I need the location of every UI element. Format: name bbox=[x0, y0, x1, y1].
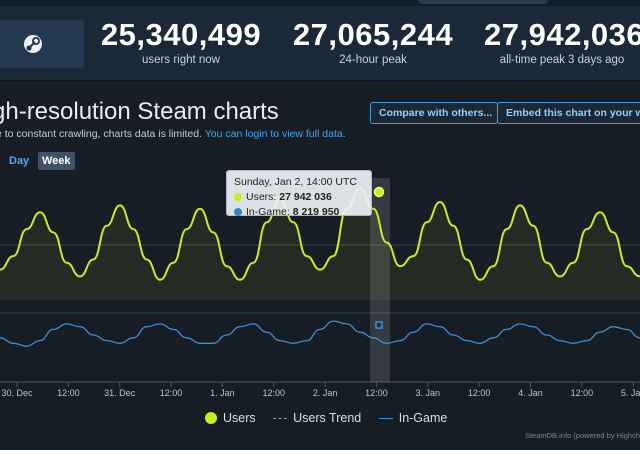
x-tick-label: 12:00 bbox=[365, 388, 388, 398]
x-tick-label: 3. Jan bbox=[416, 388, 441, 398]
chart-legend: Users Users Trend In-Game bbox=[205, 410, 461, 425]
stat-current-users: 25,340,499 users right now bbox=[98, 17, 264, 67]
compare-button[interactable]: Compare with others... bbox=[370, 102, 498, 124]
users-dot-icon bbox=[234, 193, 242, 201]
users-hover-marker bbox=[373, 186, 385, 198]
x-tick-label: 31. Dec bbox=[104, 388, 136, 398]
peak-24h-value: 27,065,244 bbox=[292, 17, 454, 52]
x-tick-label: 12:00 bbox=[160, 388, 183, 398]
x-tick-label: 12:00 bbox=[57, 388, 80, 398]
stat-all-time-peak: 27,942,036 all-time peak 3 days ago bbox=[484, 17, 640, 67]
tooltip-date: Sunday, Jan 2, 14:00 UTC bbox=[234, 176, 357, 188]
all-time-peak-label: all-time peak 3 days ago bbox=[499, 54, 625, 66]
ingame-legend-icon bbox=[378, 417, 393, 419]
hover-highlight-band bbox=[370, 178, 390, 382]
range-week-button[interactable]: Week bbox=[38, 152, 75, 170]
x-tick-label: 30. Dec bbox=[1, 388, 33, 398]
chart-grid bbox=[0, 244, 640, 383]
x-tick-label: 2. Jan bbox=[313, 388, 338, 398]
ingame-hover-marker bbox=[375, 321, 383, 329]
legend-users-label: Users bbox=[223, 410, 256, 425]
users-legend-icon bbox=[205, 411, 217, 424]
trend-legend-icon bbox=[273, 417, 288, 419]
tooltip-ingame-row: In-Game: 8 219 950 bbox=[234, 205, 364, 220]
x-axis: 30. Dec 12:00 31. Dec 12:00 1. Jan 12:00 2. Ja… bbox=[1, 382, 640, 398]
stat-24h-peak: 27,065,244 24-hour peak bbox=[290, 17, 456, 67]
chart-credit[interactable]: SteamDB.info (powered by Highch bbox=[524, 431, 640, 440]
embed-chart-button[interactable]: Embed this chart on your we bbox=[497, 102, 640, 124]
current-users-label: users right now bbox=[142, 54, 220, 66]
x-tick-label: 12:00 bbox=[262, 388, 285, 398]
range-day-button[interactable]: Day bbox=[9, 155, 30, 167]
x-tick-label: 5. Jan bbox=[621, 388, 640, 398]
x-tick-label: 4. Jan bbox=[518, 388, 543, 398]
steam-logo-icon bbox=[24, 35, 42, 53]
steam-logo[interactable] bbox=[0, 20, 84, 68]
stats-header: 25,340,499 users right now 27,065,244 24… bbox=[0, 0, 640, 81]
legend-ingame[interactable]: In-Game bbox=[378, 410, 448, 425]
legend-trend-label: Users Trend bbox=[293, 410, 362, 425]
ingame-dot-icon bbox=[234, 208, 242, 216]
ingame-line bbox=[0, 320, 640, 347]
legend-users[interactable]: Users bbox=[205, 411, 256, 425]
legend-users-trend[interactable]: Users Trend bbox=[273, 411, 361, 425]
legend-ingame-label: In-Game bbox=[398, 410, 448, 425]
tooltip-users-row: Users: 27 942 036 bbox=[234, 190, 364, 205]
all-time-peak-value: 27,942,036 bbox=[484, 17, 640, 52]
login-link[interactable]: You can login to view full data. bbox=[204, 128, 346, 140]
page-title: gh-resolution Steam charts bbox=[0, 98, 279, 125]
tooltip-ingame-label: In-Game: bbox=[246, 206, 290, 218]
tooltip-users-label: Users: bbox=[246, 191, 277, 203]
tooltip-ingame-value: 8 219 950 bbox=[292, 206, 340, 218]
crawl-notice: e to constant crawling, charts data is l… bbox=[0, 128, 346, 140]
users-line bbox=[0, 187, 640, 281]
tooltip-users-value: 27 942 036 bbox=[279, 191, 332, 203]
nav-pill[interactable] bbox=[418, 0, 548, 4]
peak-24h-label: 24-hour peak bbox=[339, 54, 407, 66]
current-users-value: 25,340,499 bbox=[100, 17, 262, 52]
x-tick-label: 12:00 bbox=[468, 388, 491, 398]
x-tick-label: 1. Jan bbox=[210, 388, 235, 398]
chart-tooltip: Sunday, Jan 2, 14:00 UTC Users: 27 942 0… bbox=[226, 170, 372, 218]
notice-text: e to constant crawling, charts data is l… bbox=[0, 128, 203, 140]
users-area bbox=[0, 188, 640, 300]
top-strip bbox=[0, 0, 640, 6]
x-tick-label: 12:00 bbox=[571, 388, 594, 398]
